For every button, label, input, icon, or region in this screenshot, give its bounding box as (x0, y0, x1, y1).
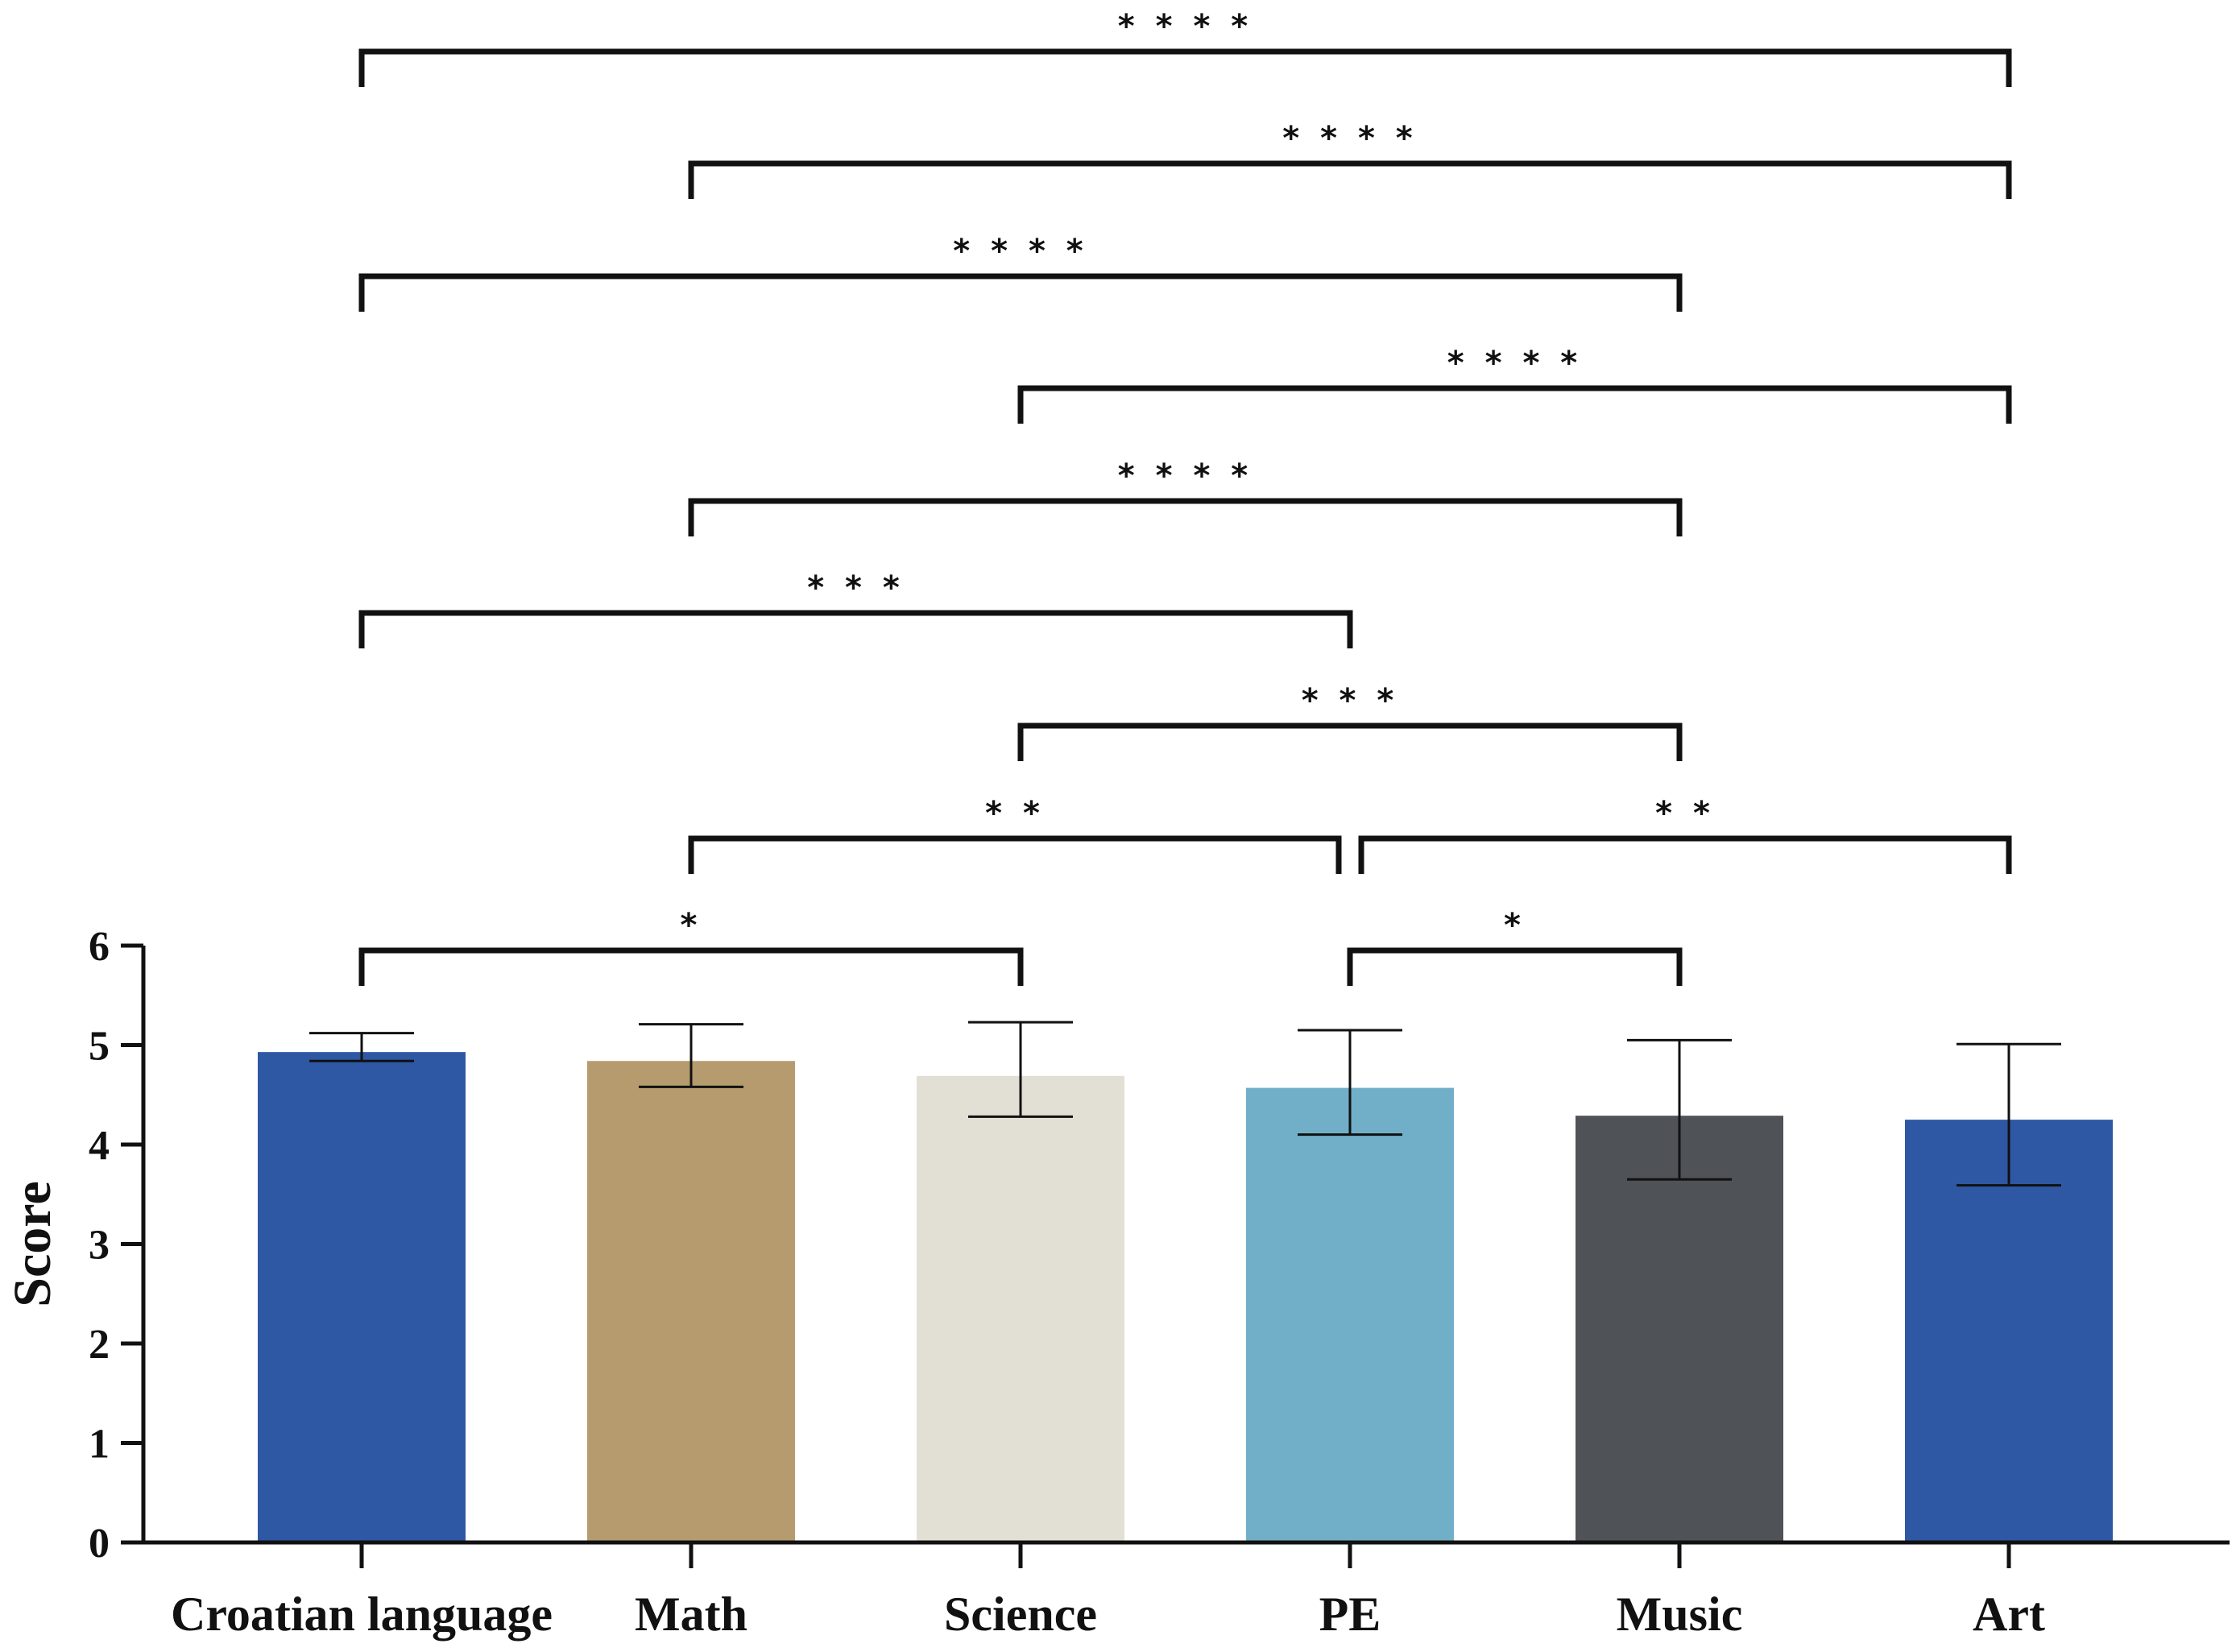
x-ticks: Croatian language Math Science PE Music Art (171, 1542, 2045, 1641)
significance-bracket: * * * * (358, 8, 2012, 87)
y-tick-label: 1 (89, 1422, 110, 1468)
significance-bracket: * (358, 907, 1024, 986)
y-tick-label: 4 (89, 1123, 110, 1169)
y-tick-label: 0 (89, 1521, 110, 1567)
significance-bracket: * * (688, 795, 1342, 874)
significance-stars: * * * (1302, 682, 1399, 719)
error-bar (639, 1023, 743, 1088)
x-tick-label: Art (1973, 1588, 2045, 1641)
y-tick-label: 2 (89, 1322, 110, 1368)
x-tick-label: Math (635, 1588, 747, 1641)
significance-stars: * * * * (1118, 8, 1253, 45)
significance-bracket: * (1347, 907, 1683, 986)
x-tick-label: Science (944, 1588, 1097, 1641)
x-tick-label: Music (1617, 1588, 1743, 1641)
significance-bracket: * * * (1017, 682, 1683, 761)
y-tick-label: 6 (89, 924, 110, 970)
bar-art (1905, 1120, 2113, 1542)
y-tick-label: 5 (89, 1024, 110, 1070)
error-bar (1298, 1029, 1402, 1137)
x-tick-label: PE (1319, 1588, 1381, 1641)
bar-pe (1246, 1087, 1454, 1542)
significance-stars: * * * * (1118, 458, 1253, 495)
error-bar (309, 1032, 414, 1062)
significance-bracket: * * * * (358, 233, 1683, 312)
x-tick-label: Croatian language (171, 1588, 553, 1641)
significance-bracket: * * * * (688, 458, 1683, 536)
significance-stars: * * * * (1447, 345, 1582, 382)
significance-stars: * (1504, 907, 1526, 944)
bar-science (917, 1075, 1124, 1542)
error-bar (968, 1021, 1073, 1118)
bars (258, 1052, 2113, 1542)
significance-stars: * * * * (953, 233, 1087, 270)
significance-stars: * (681, 907, 702, 944)
significance-bracket: * * (1358, 795, 2012, 874)
bar-croatian-language (258, 1052, 466, 1542)
y-ticks: 0 1 2 3 4 5 6 (89, 924, 143, 1567)
significance-bracket: * * * (358, 569, 1353, 648)
significance-bracket: * * * * (688, 120, 2012, 199)
error-bar (1627, 1038, 1732, 1181)
significance-stars: * * (1655, 795, 1715, 832)
error-bar (1956, 1042, 2061, 1187)
significance-stars: * * (985, 795, 1045, 832)
error-bars (309, 1021, 2061, 1187)
bar-music (1576, 1116, 1783, 1542)
significance-bracket: * * * * (1017, 345, 2012, 424)
y-axis-title: Score (3, 1181, 62, 1306)
significance-stars: * * * (807, 569, 905, 607)
y-tick-label: 3 (89, 1223, 110, 1269)
significance-brackets: * * * * * * * * * * * * * * * * * * * * * * * * *… (358, 8, 2012, 986)
significance-stars: * * * * (1282, 120, 1417, 157)
bar-math (587, 1061, 795, 1542)
